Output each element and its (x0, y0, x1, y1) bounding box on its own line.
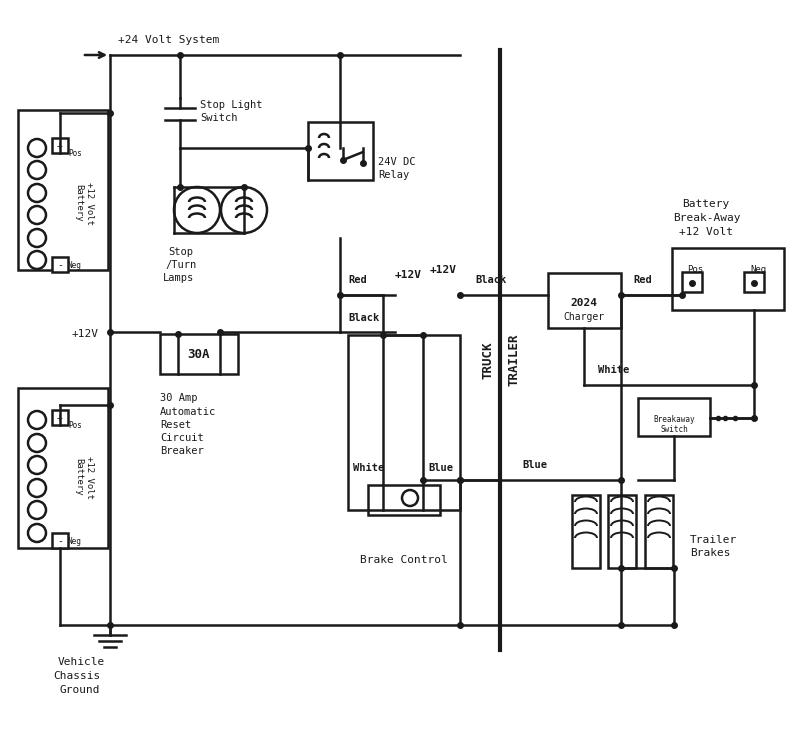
Text: Black: Black (348, 313, 379, 323)
Text: Switch: Switch (200, 113, 238, 123)
Text: 24V DC: 24V DC (378, 157, 415, 167)
Text: 30 Amp: 30 Amp (160, 393, 198, 403)
Text: Trailer: Trailer (690, 535, 738, 545)
Bar (744, 272, 764, 292)
Text: +: + (57, 413, 63, 423)
Text: /Turn: /Turn (165, 260, 196, 270)
Bar (52, 257, 68, 272)
Bar (572, 495, 600, 568)
Text: White: White (598, 365, 630, 375)
Bar (348, 335, 460, 510)
Text: Charger: Charger (563, 312, 605, 322)
Text: Blue: Blue (428, 463, 453, 473)
Text: Neg: Neg (68, 537, 82, 545)
Text: Blue: Blue (522, 460, 547, 470)
Text: +24 Volt System: +24 Volt System (118, 35, 219, 45)
Bar (52, 410, 68, 425)
Text: Neg: Neg (68, 260, 82, 270)
Bar (368, 485, 440, 515)
Text: Neg: Neg (750, 265, 766, 275)
Text: TRAILER: TRAILER (507, 334, 521, 386)
Text: +12 Volt
Battery: +12 Volt Battery (74, 455, 94, 499)
Text: Automatic: Automatic (160, 407, 216, 417)
Text: +: + (57, 141, 63, 151)
Text: Red: Red (633, 275, 652, 285)
Text: +12 Volt
Battery: +12 Volt Battery (74, 181, 94, 224)
Text: Vehicle: Vehicle (58, 657, 106, 667)
Bar (672, 248, 784, 310)
Bar (52, 533, 68, 548)
Text: Ground: Ground (60, 685, 101, 695)
Text: Pos: Pos (687, 265, 703, 275)
Text: Relay: Relay (378, 170, 410, 180)
Text: Brake Control: Brake Control (360, 555, 448, 565)
Text: Breaker: Breaker (160, 446, 204, 456)
Text: 30A: 30A (188, 349, 210, 362)
Text: Black: Black (475, 275, 506, 285)
Bar (308, 122, 373, 180)
Text: TRUCK: TRUCK (482, 341, 494, 379)
Bar (645, 495, 673, 568)
Text: +12V: +12V (395, 270, 422, 280)
Text: Pos: Pos (68, 420, 82, 430)
Bar (548, 273, 621, 328)
Text: Brakes: Brakes (690, 548, 730, 558)
Text: +12V: +12V (430, 265, 457, 275)
Bar (682, 272, 702, 292)
Text: Lamps: Lamps (163, 273, 194, 283)
Text: +12 Volt: +12 Volt (679, 227, 733, 237)
Bar (18, 388, 108, 548)
Text: Red: Red (348, 275, 366, 285)
Text: Chassis: Chassis (53, 671, 100, 681)
Text: 2024: 2024 (570, 298, 598, 308)
Text: Switch: Switch (660, 425, 688, 434)
Text: +12V: +12V (72, 329, 99, 339)
Text: Circuit: Circuit (160, 433, 204, 443)
Bar (638, 398, 710, 436)
Text: White: White (353, 463, 384, 473)
Bar (18, 110, 108, 270)
Text: Reset: Reset (160, 420, 191, 430)
Text: Breakaway: Breakaway (653, 415, 695, 425)
Text: Battery: Battery (682, 199, 730, 209)
Text: -: - (57, 260, 63, 270)
Text: Stop Light: Stop Light (200, 100, 262, 110)
Text: Break-Away: Break-Away (673, 213, 741, 223)
Text: Stop: Stop (168, 247, 193, 257)
Bar (608, 495, 636, 568)
Bar (52, 138, 68, 153)
Bar (160, 334, 238, 374)
Text: Pos: Pos (68, 148, 82, 157)
Text: -: - (57, 536, 63, 546)
